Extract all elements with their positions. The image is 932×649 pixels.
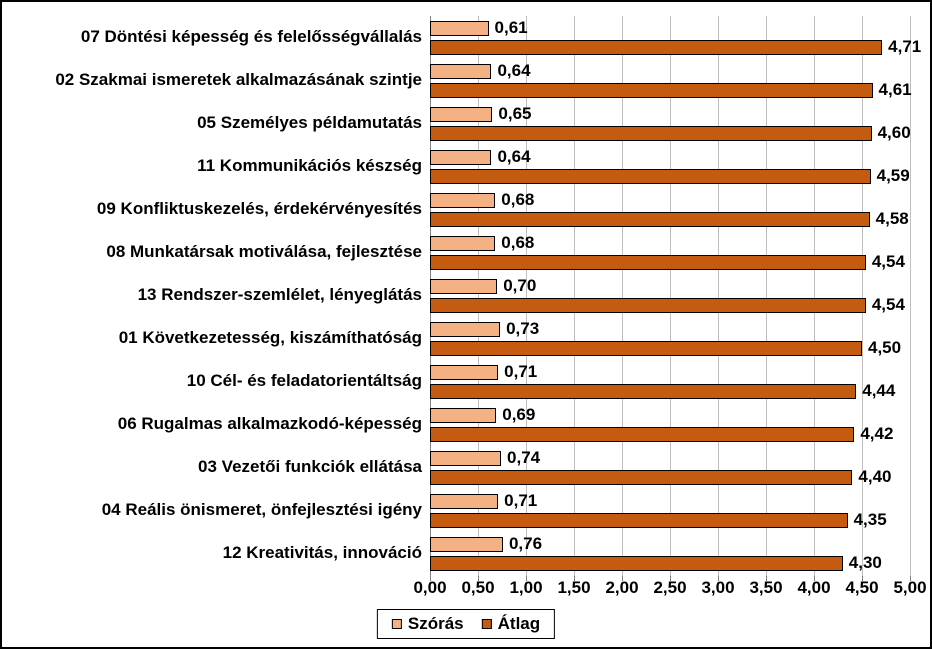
bar-value-atlag: 4,40	[858, 467, 891, 487]
gridline	[766, 16, 767, 576]
bar-value-atlag: 4,59	[877, 166, 910, 186]
gridline	[670, 16, 671, 576]
bar-value-atlag: 4,58	[876, 209, 909, 229]
legend-item-szoras: Szórás	[392, 614, 464, 634]
bar-value-atlag: 4,54	[872, 295, 905, 315]
category-labels-area: 07 Döntési képesség és felelősségvállalá…	[12, 16, 422, 576]
bar-atlag	[430, 470, 852, 485]
bar-szoras	[430, 279, 497, 294]
legend-label-szoras: Szórás	[408, 614, 464, 634]
bar-value-atlag: 4,54	[872, 252, 905, 272]
bar-value-atlag: 4,35	[854, 510, 887, 530]
bar-szoras	[430, 236, 495, 251]
bar-szoras	[430, 408, 496, 423]
bar-szoras	[430, 537, 503, 552]
bar-atlag	[430, 556, 843, 571]
x-tick-label: 0,00	[413, 578, 446, 598]
bar-value-szoras: 0,65	[498, 104, 531, 124]
bar-szoras	[430, 107, 492, 122]
bar-atlag	[430, 384, 856, 399]
legend: Szórás Átlag	[377, 609, 555, 639]
plot-area: 0,000,501,001,502,002,503,003,504,004,50…	[430, 16, 910, 576]
category-label: 13 Rendszer-szemlélet, lényeglátás	[12, 286, 422, 305]
bar-szoras	[430, 322, 500, 337]
bar-value-atlag: 4,61	[879, 80, 912, 100]
category-label: 11 Kommunikációs készség	[12, 157, 422, 176]
x-tick-label: 1,50	[557, 578, 590, 598]
x-tick-label: 1,00	[509, 578, 542, 598]
category-label: 02 Szakmai ismeretek alkalmazásának szin…	[12, 71, 422, 90]
x-tick-label: 2,50	[653, 578, 686, 598]
gridline	[478, 16, 479, 576]
category-label: 08 Munkatársak motiválása, fejlesztése	[12, 243, 422, 262]
gridline	[718, 16, 719, 576]
x-tick-label: 5,00	[893, 578, 926, 598]
bar-value-atlag: 4,44	[862, 381, 895, 401]
chart-container: 07 Döntési képesség és felelősségvállalá…	[0, 0, 932, 649]
bar-value-szoras: 0,71	[504, 491, 537, 511]
bar-value-atlag: 4,42	[860, 424, 893, 444]
bar-atlag	[430, 169, 871, 184]
bar-value-szoras: 0,64	[497, 61, 530, 81]
bar-szoras	[430, 494, 498, 509]
x-tick-label: 3,50	[749, 578, 782, 598]
bar-atlag	[430, 83, 873, 98]
x-tick-label: 2,00	[605, 578, 638, 598]
bar-value-atlag: 4,30	[849, 553, 882, 573]
gridline	[622, 16, 623, 576]
category-label: 04 Reális önismeret, önfejlesztési igény	[12, 501, 422, 520]
x-tick-label: 4,50	[845, 578, 878, 598]
bar-szoras	[430, 64, 491, 79]
legend-item-atlag: Átlag	[482, 614, 541, 634]
bar-value-szoras: 0,64	[497, 147, 530, 167]
category-label: 05 Személyes példamutatás	[12, 114, 422, 133]
category-label: 10 Cél- és feladatorientáltság	[12, 372, 422, 391]
x-tick-label: 4,00	[797, 578, 830, 598]
bar-szoras	[430, 150, 491, 165]
bar-atlag	[430, 126, 872, 141]
category-label: 12 Kreativitás, innováció	[12, 544, 422, 563]
bar-szoras	[430, 365, 498, 380]
bar-value-szoras: 0,73	[506, 319, 539, 339]
x-tick-label: 0,50	[461, 578, 494, 598]
bar-value-szoras: 0,61	[495, 18, 528, 38]
category-label: 06 Rugalmas alkalmazkodó-képesség	[12, 415, 422, 434]
bar-atlag	[430, 255, 866, 270]
bar-atlag	[430, 341, 862, 356]
gridline	[862, 16, 863, 576]
bar-atlag	[430, 298, 866, 313]
bar-value-szoras: 0,71	[504, 362, 537, 382]
bar-atlag	[430, 513, 848, 528]
bar-value-szoras: 0,74	[507, 448, 540, 468]
category-label: 09 Konfliktuskezelés, érdekérvényesítés	[12, 200, 422, 219]
gridline	[814, 16, 815, 576]
legend-label-atlag: Átlag	[498, 614, 541, 634]
bar-szoras	[430, 193, 495, 208]
x-tick-label: 3,00	[701, 578, 734, 598]
bar-atlag	[430, 427, 854, 442]
bar-value-atlag: 4,60	[878, 123, 911, 143]
bar-value-szoras: 0,68	[501, 190, 534, 210]
bar-value-szoras: 0,69	[502, 405, 535, 425]
bar-szoras	[430, 451, 501, 466]
legend-swatch-atlag	[482, 619, 492, 629]
bar-value-atlag: 4,71	[888, 37, 921, 57]
legend-swatch-szoras	[392, 619, 402, 629]
bar-value-atlag: 4,50	[868, 338, 901, 358]
bar-value-szoras: 0,68	[501, 233, 534, 253]
gridline	[910, 16, 911, 576]
gridline	[574, 16, 575, 576]
category-label: 01 Következetesség, kiszámíthatóság	[12, 329, 422, 348]
bar-value-szoras: 0,76	[509, 534, 542, 554]
bar-atlag	[430, 40, 882, 55]
bar-szoras	[430, 21, 489, 36]
bar-atlag	[430, 212, 870, 227]
bar-value-szoras: 0,70	[503, 276, 536, 296]
category-label: 03 Vezetői funkciók ellátása	[12, 458, 422, 477]
category-label: 07 Döntési képesség és felelősségvállalá…	[12, 28, 422, 47]
y-axis	[430, 16, 431, 576]
